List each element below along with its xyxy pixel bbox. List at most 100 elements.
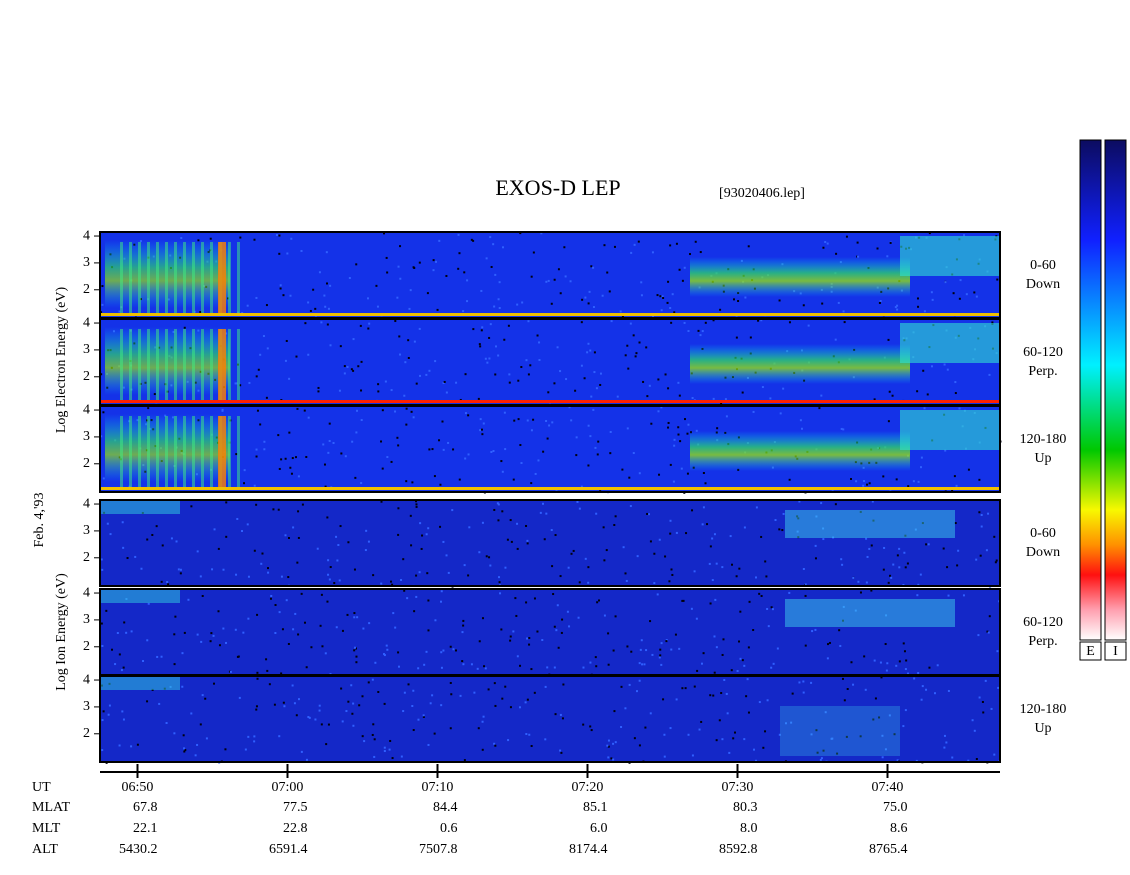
texture bbox=[287, 537, 290, 540]
texture bbox=[255, 448, 258, 451]
texture bbox=[525, 601, 528, 604]
texture bbox=[407, 683, 410, 686]
x-tick-label: 06:50 bbox=[122, 780, 154, 795]
texture bbox=[380, 500, 383, 503]
texture bbox=[248, 381, 251, 384]
texture bbox=[372, 723, 375, 726]
texture bbox=[468, 526, 471, 529]
texture bbox=[856, 241, 859, 244]
texture bbox=[841, 619, 844, 622]
texture bbox=[824, 711, 827, 714]
texture bbox=[962, 594, 965, 597]
texture bbox=[920, 698, 923, 701]
texture bbox=[266, 347, 269, 350]
texture bbox=[660, 642, 663, 645]
texture bbox=[530, 482, 533, 485]
texture bbox=[360, 360, 363, 363]
texture bbox=[528, 643, 531, 646]
texture bbox=[724, 398, 727, 401]
texture bbox=[815, 729, 818, 732]
texture bbox=[715, 739, 718, 742]
texture bbox=[872, 718, 875, 721]
texture bbox=[930, 291, 933, 294]
texture bbox=[852, 576, 855, 579]
texture bbox=[977, 634, 980, 637]
texture bbox=[282, 294, 285, 297]
texture bbox=[886, 662, 889, 665]
texture bbox=[297, 698, 300, 701]
texture bbox=[649, 712, 652, 715]
texture bbox=[928, 232, 931, 235]
texture bbox=[350, 368, 353, 371]
texture bbox=[519, 664, 522, 667]
texture bbox=[270, 594, 273, 597]
texture bbox=[580, 364, 583, 367]
texture bbox=[335, 626, 338, 629]
texture bbox=[584, 557, 587, 560]
texture bbox=[390, 389, 393, 392]
texture bbox=[796, 515, 799, 518]
texture bbox=[697, 329, 700, 332]
texture bbox=[102, 477, 105, 480]
texture bbox=[931, 365, 934, 368]
texture bbox=[287, 576, 290, 579]
texture bbox=[778, 528, 781, 531]
texture bbox=[943, 363, 946, 366]
texture bbox=[826, 242, 829, 245]
texture bbox=[464, 457, 467, 460]
texture bbox=[326, 323, 329, 326]
texture bbox=[345, 710, 348, 713]
texture bbox=[297, 633, 300, 636]
texture bbox=[493, 742, 496, 745]
texture bbox=[738, 567, 741, 570]
texture bbox=[648, 384, 651, 387]
texture bbox=[659, 654, 662, 657]
texture bbox=[351, 712, 354, 715]
texture bbox=[879, 299, 882, 302]
texture bbox=[887, 581, 890, 584]
texture bbox=[850, 477, 853, 480]
texture bbox=[663, 733, 666, 736]
texture bbox=[840, 427, 843, 430]
texture bbox=[123, 621, 126, 624]
texture bbox=[846, 688, 849, 691]
panel-label: 60-120 bbox=[1023, 345, 1063, 360]
texture bbox=[284, 359, 287, 362]
texture bbox=[895, 478, 898, 481]
texture bbox=[979, 554, 982, 557]
texture bbox=[613, 245, 616, 248]
texture bbox=[100, 622, 103, 625]
texture bbox=[284, 457, 287, 460]
texture bbox=[490, 451, 493, 454]
texture bbox=[237, 655, 240, 658]
texture bbox=[296, 561, 299, 564]
texture bbox=[675, 698, 678, 701]
y-tick-label: 2 bbox=[83, 726, 90, 741]
texture bbox=[822, 246, 825, 249]
texture bbox=[422, 714, 425, 717]
texture bbox=[953, 475, 956, 478]
texture bbox=[772, 662, 775, 665]
feature bbox=[218, 329, 226, 403]
texture bbox=[309, 309, 312, 312]
feature bbox=[165, 242, 168, 314]
texture bbox=[687, 733, 690, 736]
texture bbox=[134, 555, 137, 558]
texture bbox=[310, 646, 313, 649]
texture bbox=[887, 420, 890, 423]
texture bbox=[570, 552, 573, 555]
texture bbox=[303, 621, 306, 624]
texture bbox=[442, 540, 445, 543]
texture bbox=[390, 580, 393, 583]
texture bbox=[675, 531, 678, 534]
texture bbox=[402, 710, 405, 713]
texture bbox=[462, 310, 465, 313]
texture bbox=[651, 653, 654, 656]
texture bbox=[905, 659, 908, 662]
texture bbox=[559, 292, 562, 295]
texture bbox=[866, 483, 869, 486]
texture bbox=[595, 512, 598, 515]
feature bbox=[218, 242, 226, 316]
texture bbox=[260, 562, 263, 565]
texture bbox=[447, 571, 450, 574]
